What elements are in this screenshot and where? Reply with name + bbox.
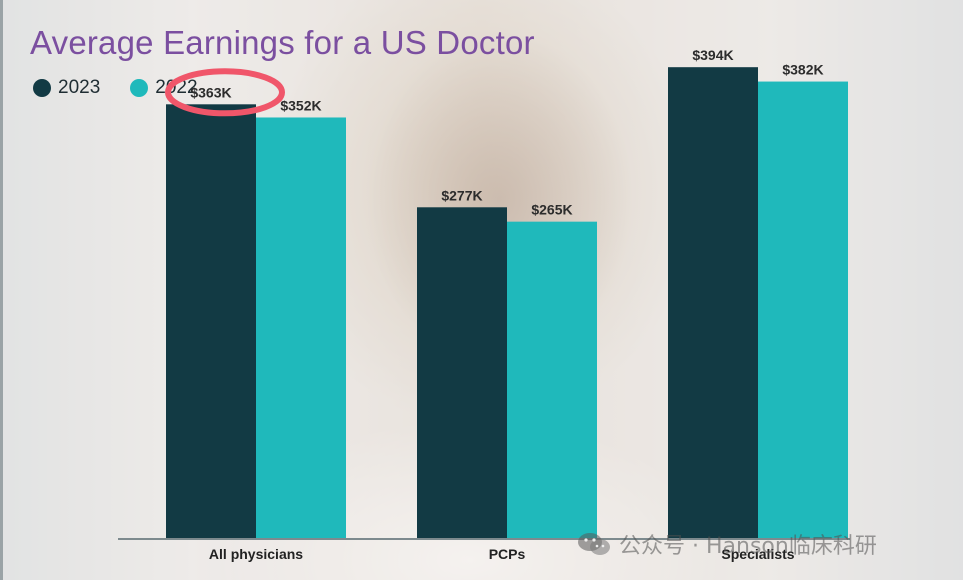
legend-swatch-2022 xyxy=(130,79,149,97)
legend-item-2023: 2023 xyxy=(33,77,100,99)
value-label-specialists-2022: $382K xyxy=(782,62,823,78)
value-label-specialists-2023: $394K xyxy=(692,47,733,63)
bar-all-physicians-2023 xyxy=(166,104,256,540)
legend-swatch-2023 xyxy=(33,79,51,97)
category-label-specialists: Specialists xyxy=(721,546,794,562)
chart-title: Average Earnings for a US Doctor xyxy=(30,24,535,61)
bar-specialists-2023 xyxy=(668,67,758,539)
value-label-pcps-2023: $277K xyxy=(441,187,482,203)
value-label-all-physicians-2023: $363K xyxy=(190,84,231,100)
category-label-all-physicians: All physicians xyxy=(209,546,303,562)
bar-specialists-2022 xyxy=(758,81,848,540)
watermark: 公众号 · Hanson临床科研 xyxy=(577,528,877,560)
left-edge xyxy=(0,0,3,580)
legend-label-2023: 2023 xyxy=(58,77,101,98)
bar-pcps-2023 xyxy=(417,207,507,540)
category-label-pcps: PCPs xyxy=(489,546,526,562)
value-label-all-physicians-2022: $352K xyxy=(280,97,321,113)
bar-pcps-2022 xyxy=(507,221,597,539)
value-label-pcps-2022: $265K xyxy=(531,202,572,218)
annotation-circle xyxy=(165,68,285,117)
watermark-text: 公众号 · Hanson临床科研 xyxy=(619,534,877,559)
wechat-icon xyxy=(578,533,610,555)
bar-all-physicians-2022 xyxy=(256,117,346,539)
